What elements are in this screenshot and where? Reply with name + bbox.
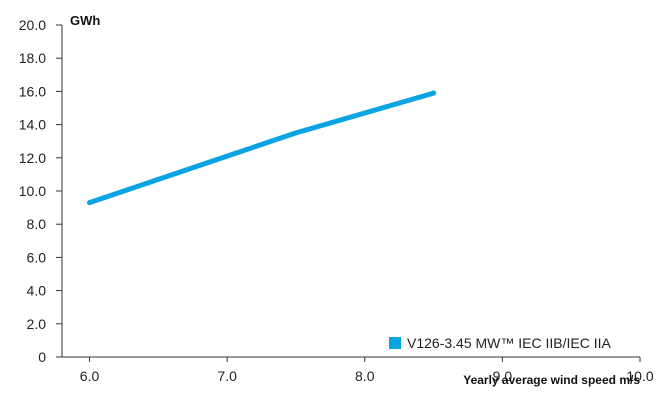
- series-line: [87, 90, 437, 206]
- x-tick-label: 9.0: [493, 368, 513, 384]
- data-point: [87, 200, 93, 206]
- y-tick-label: 14.0: [19, 117, 46, 133]
- y-tick-label: 4.0: [27, 283, 47, 299]
- data-point: [293, 130, 299, 136]
- x-axis: 6.0 7.0 8.0 9.0 10.0: [62, 356, 654, 384]
- y-tick-label: 8.0: [27, 216, 47, 232]
- legend-swatch: [389, 337, 401, 349]
- y-tick-label: 2.0: [27, 316, 47, 332]
- data-point: [362, 110, 368, 116]
- y-tick-label: 20.0: [19, 17, 46, 33]
- series-layer: [87, 90, 437, 206]
- x-tick-label: 8.0: [355, 368, 375, 384]
- y-tick-label: 6.0: [27, 249, 47, 265]
- y-tick-label: 16.0: [19, 83, 46, 99]
- y-axis-label: GWh: [70, 13, 100, 28]
- y-tick-label: 12.0: [19, 150, 46, 166]
- data-point: [431, 90, 437, 96]
- x-tick-label: 6.0: [80, 368, 100, 384]
- y-axis: 0 2.0 4.0 6.0 8.0 10.0 12.0 14.0 16.0 18.0 20.0: [19, 17, 63, 365]
- data-point: [224, 153, 230, 159]
- data-point: [155, 176, 161, 182]
- y-tick-label: 18.0: [19, 50, 46, 66]
- y-tick-label: 10.0: [19, 183, 46, 199]
- legend-label: V126-3.45 MW™ IEC IIB/IEC IIA: [407, 335, 612, 351]
- x-axis-label: Yearly average wind speed m/s: [463, 373, 640, 387]
- y-tick-label: 0: [38, 349, 46, 365]
- legend: V126-3.45 MW™ IEC IIB/IEC IIA: [389, 335, 612, 351]
- x-tick-label: 10.0: [626, 368, 653, 384]
- x-tick-label: 7.0: [217, 368, 237, 384]
